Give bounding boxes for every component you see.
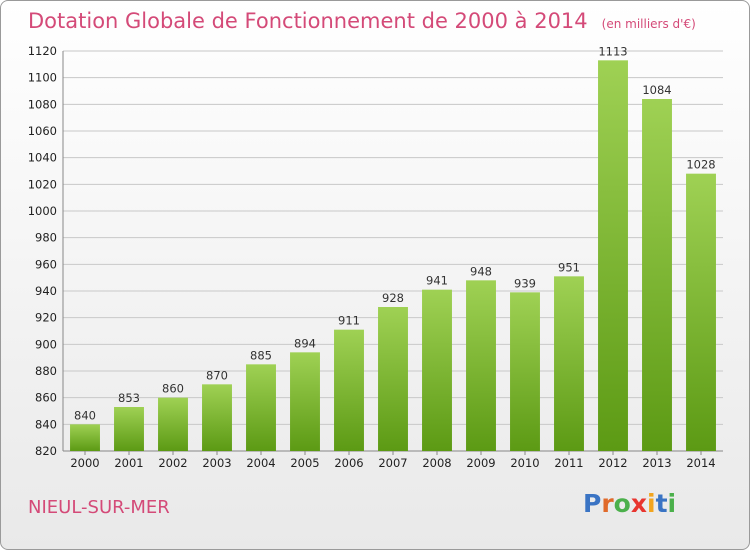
data-label: 911 xyxy=(338,314,360,328)
logo-letter: r xyxy=(601,489,614,518)
data-label: 939 xyxy=(514,276,536,290)
data-label: 951 xyxy=(558,260,580,274)
bar-2000 xyxy=(70,424,100,451)
bar-2009 xyxy=(466,280,496,451)
x-tick-label: 2001 xyxy=(114,456,143,470)
data-label: 894 xyxy=(294,336,316,350)
bar-2004 xyxy=(246,364,276,451)
y-tick-label: 1080 xyxy=(28,97,57,111)
x-tick-label: 2002 xyxy=(158,456,187,470)
y-tick-label: 860 xyxy=(35,391,57,405)
logo-letter: t xyxy=(655,489,668,518)
y-tick-label: 920 xyxy=(35,311,57,325)
x-tick-label: 2008 xyxy=(422,456,451,470)
bar-2001 xyxy=(114,407,144,451)
bar-2006 xyxy=(334,329,364,451)
logo-letter: o xyxy=(613,489,631,518)
bar-2005 xyxy=(290,352,320,451)
y-tick-label: 840 xyxy=(35,417,57,431)
data-label: 860 xyxy=(162,382,184,396)
logo-letter: P xyxy=(583,489,602,518)
logo-letter: i xyxy=(647,489,656,518)
unit-note: (en milliers d'€) xyxy=(601,17,696,31)
data-label: 840 xyxy=(74,408,96,422)
x-tick-label: 2012 xyxy=(598,456,627,470)
x-tick-label: 2007 xyxy=(378,456,407,470)
data-label: 853 xyxy=(118,391,140,405)
bar-2008 xyxy=(422,289,452,451)
logo-letter: x xyxy=(630,489,647,518)
y-tick-label: 1000 xyxy=(28,204,57,218)
data-label: 1113 xyxy=(598,44,627,58)
data-label: 870 xyxy=(206,368,228,382)
bar-2003 xyxy=(202,384,232,451)
y-tick-label: 940 xyxy=(35,284,57,298)
bar-2010 xyxy=(510,292,540,451)
x-tick-label: 2013 xyxy=(642,456,671,470)
y-tick-label: 960 xyxy=(35,257,57,271)
proxiti-logo: Proxiti xyxy=(583,489,676,518)
y-tick-label: 980 xyxy=(35,231,57,245)
y-tick-label: 1060 xyxy=(28,124,57,138)
data-label: 1084 xyxy=(642,83,671,97)
x-tick-label: 2003 xyxy=(202,456,231,470)
bar-2012 xyxy=(598,60,628,451)
x-tick-label: 2006 xyxy=(334,456,363,470)
data-label: 948 xyxy=(470,264,492,278)
bar-2011 xyxy=(554,276,584,451)
y-tick-label: 1120 xyxy=(28,44,57,58)
data-label: 941 xyxy=(426,274,448,288)
x-tick-label: 2011 xyxy=(554,456,583,470)
data-label: 885 xyxy=(250,348,272,362)
bar-2013 xyxy=(642,99,672,451)
y-tick-label: 880 xyxy=(35,364,57,378)
commune-name: NIEUL-SUR-MER xyxy=(28,497,170,518)
bar-2007 xyxy=(378,307,408,451)
y-tick-label: 900 xyxy=(35,337,57,351)
logo-letter: i xyxy=(667,489,677,518)
y-tick-label: 1100 xyxy=(28,71,57,85)
x-tick-label: 2009 xyxy=(466,456,495,470)
x-tick-label: 2000 xyxy=(70,456,99,470)
bar-2014 xyxy=(686,173,716,451)
chart-title-row: Dotation Globale de Fonctionnement de 20… xyxy=(28,9,696,33)
x-tick-label: 2005 xyxy=(290,456,319,470)
x-tick-label: 2010 xyxy=(510,456,539,470)
data-label: 1028 xyxy=(686,158,715,172)
x-tick-label: 2014 xyxy=(686,456,715,470)
bar-2002 xyxy=(158,397,188,451)
y-tick-label: 820 xyxy=(35,444,57,458)
x-tick-label: 2004 xyxy=(246,456,275,470)
chart-title: Dotation Globale de Fonctionnement de 20… xyxy=(28,9,588,33)
data-label: 928 xyxy=(382,291,404,305)
y-tick-label: 1040 xyxy=(28,151,57,165)
y-tick-label: 1020 xyxy=(28,177,57,191)
